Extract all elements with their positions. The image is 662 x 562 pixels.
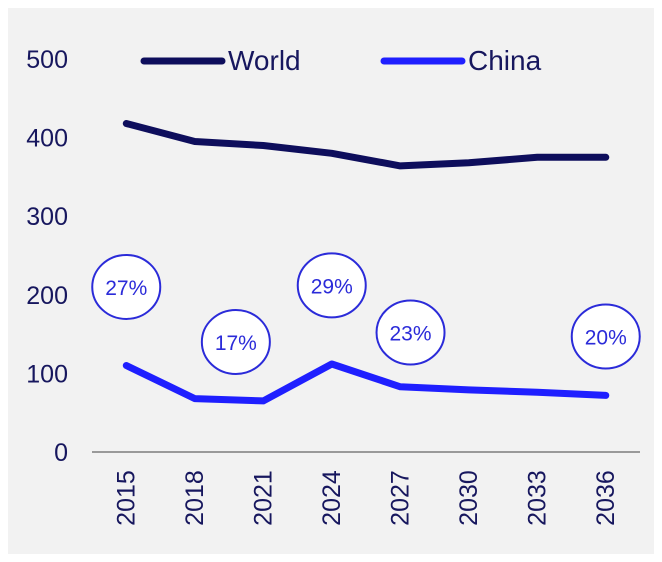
annotation-label: 17%	[215, 332, 257, 355]
x-tick-label: 2021	[249, 470, 277, 526]
x-tick-label: 2024	[318, 470, 346, 526]
y-tick-label: 500	[26, 46, 68, 74]
annotation-label: 27%	[105, 277, 147, 300]
series-line-china	[122, 360, 610, 405]
legend-label-china: China	[468, 45, 542, 76]
annotation-label: 20%	[585, 326, 627, 349]
y-tick-label: 200	[26, 282, 68, 310]
legend-label-world: World	[228, 45, 301, 76]
series-line-world	[122, 120, 610, 170]
y-tick-label: 300	[26, 203, 68, 231]
y-tick-label: 100	[26, 360, 68, 388]
annotation-bubble	[375, 299, 446, 366]
y-tick-label: 400	[26, 125, 68, 153]
y-tick-label: 0	[54, 439, 68, 467]
annotation-label: 23%	[390, 323, 432, 346]
x-tick-label: 2030	[455, 470, 483, 526]
x-tick-label: 2036	[592, 470, 620, 526]
annotation-bubble	[570, 303, 641, 370]
x-tick-label: 2015	[112, 470, 140, 526]
annotation-label: 29%	[311, 275, 353, 298]
annotation-bubble	[91, 253, 162, 320]
x-tick-label: 2018	[181, 470, 209, 526]
annotation-bubble	[200, 308, 271, 375]
x-tick-label: 2027	[386, 470, 414, 526]
x-tick-label: 2033	[523, 470, 551, 526]
annotation-bubble	[296, 252, 367, 319]
